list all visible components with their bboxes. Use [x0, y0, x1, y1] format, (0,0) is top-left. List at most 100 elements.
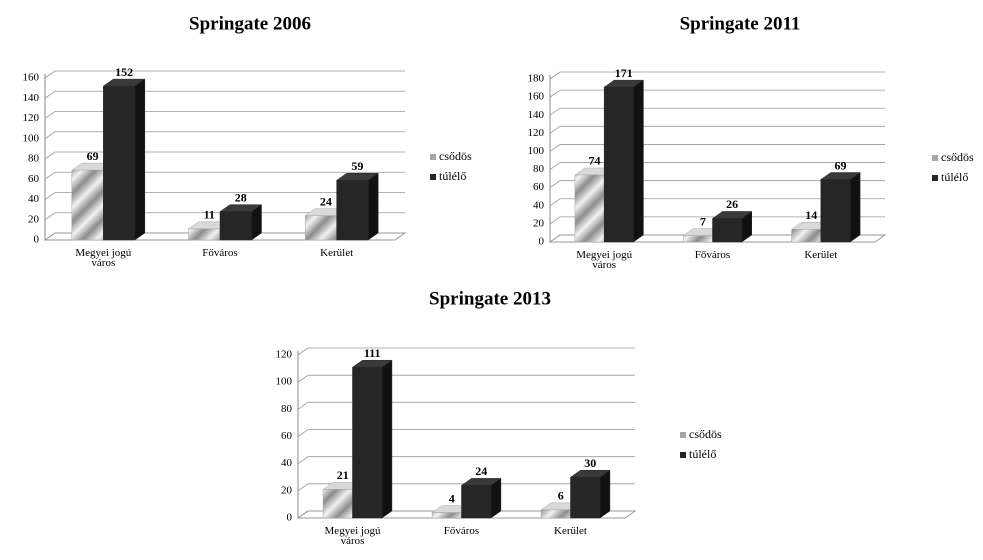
- y-tick-label: 20: [281, 484, 293, 496]
- grid-line: [549, 216, 885, 225]
- bar: [336, 180, 369, 241]
- data-label: 74: [589, 154, 601, 168]
- bar-side: [849, 172, 861, 243]
- x-tick-label: Főváros: [202, 247, 238, 259]
- data-label: 69: [87, 149, 99, 163]
- data-label: 30: [584, 456, 596, 470]
- data-label: 111: [364, 346, 381, 360]
- bar-side: [599, 469, 611, 519]
- x-tick-label: Megyei jogú város: [324, 525, 381, 547]
- bar: [574, 174, 605, 243]
- grid-line: [297, 347, 635, 356]
- y-tick-label: 140: [23, 92, 40, 104]
- data-label: 4: [449, 491, 455, 505]
- bar: [352, 366, 383, 519]
- grid-line: [549, 125, 885, 134]
- grid-line: [297, 510, 635, 519]
- data-label: 26: [726, 197, 738, 211]
- legend-label: túlélő: [941, 170, 968, 184]
- grid-line: [549, 162, 885, 170]
- y-tick-label: 100: [276, 376, 293, 388]
- x-tick-label: Megyei jogú város: [576, 249, 633, 271]
- y-tick-label: 20: [533, 217, 545, 229]
- grid-line: [44, 70, 405, 79]
- x-tick-label: Főváros: [694, 249, 731, 261]
- y-tick-label: 160: [528, 91, 545, 103]
- grid-line: [44, 212, 405, 221]
- data-label: 6: [558, 489, 564, 503]
- bar: [540, 509, 571, 519]
- y-tick-label: 40: [28, 193, 40, 205]
- bar: [219, 211, 252, 241]
- data-label: 24: [320, 194, 332, 208]
- data-label: 152: [115, 65, 133, 79]
- bar: [820, 179, 851, 243]
- bar: [712, 218, 742, 243]
- data-label: 24: [475, 464, 487, 478]
- y-tick-label: 120: [23, 112, 40, 124]
- legend-swatch: [932, 155, 938, 161]
- y-tick-label: 20: [28, 213, 40, 225]
- x-tick-label: Kerület: [320, 247, 354, 259]
- y-tick-label: 100: [23, 132, 40, 144]
- data-label: 69: [834, 158, 846, 172]
- legend-label: túlélő: [689, 447, 716, 461]
- legend-swatch: [680, 432, 686, 438]
- legend-swatch: [430, 154, 436, 160]
- chart-title: Springate 2006: [189, 13, 311, 34]
- bar-side: [633, 79, 644, 243]
- x-tick-label: Megyei jogú város: [75, 247, 132, 269]
- y-tick-label: 120: [528, 127, 545, 139]
- bar: [603, 86, 634, 243]
- grid-line: [549, 107, 885, 116]
- bar: [188, 228, 221, 241]
- y-tick-label: 80: [533, 163, 545, 175]
- y-tick-label: 40: [533, 199, 545, 211]
- y-tick-label: 0: [287, 512, 293, 524]
- grid-line: [549, 71, 885, 80]
- legend-swatch: [932, 175, 938, 181]
- chart-title: Springate 2011: [680, 13, 801, 34]
- bar-side: [381, 359, 393, 519]
- grid-line: [297, 374, 635, 383]
- data-label: 171: [615, 66, 633, 80]
- grid-line: [44, 232, 405, 241]
- y-tick-label: 140: [528, 109, 545, 121]
- y-tick-label: 80: [281, 403, 293, 415]
- y-tick-label: 120: [276, 349, 293, 361]
- grid-line: [44, 131, 405, 140]
- y-tick-label: 160: [23, 72, 40, 84]
- grid-line: [549, 198, 885, 207]
- x-tick-label: Főváros: [443, 525, 480, 537]
- data-label: 11: [204, 208, 215, 222]
- y-tick-label: 40: [281, 457, 293, 469]
- bar: [304, 215, 337, 241]
- y-tick-label: 100: [528, 145, 545, 157]
- grid-line: [297, 401, 635, 410]
- grid-line: [297, 429, 635, 437]
- bar: [431, 512, 462, 519]
- x-tick-label: Kerület: [554, 525, 587, 537]
- grid-line: [549, 180, 885, 188]
- grid-line: [44, 151, 405, 160]
- data-label: 14: [805, 208, 817, 222]
- bar-side: [134, 78, 146, 241]
- bar: [322, 489, 353, 519]
- legend-swatch: [430, 174, 436, 180]
- grid-line: [297, 483, 635, 492]
- data-label: 28: [235, 190, 247, 204]
- bar: [71, 169, 104, 241]
- bar: [683, 235, 713, 243]
- bar-side: [367, 172, 379, 241]
- y-tick-label: 60: [281, 430, 293, 442]
- data-label: 59: [351, 159, 363, 173]
- grid-line: [44, 111, 405, 119]
- grid-line: [44, 90, 405, 99]
- legend-label: túlélő: [439, 169, 466, 183]
- grid-line: [549, 234, 885, 243]
- legend-label: csődös: [439, 149, 472, 163]
- y-tick-label: 180: [528, 73, 545, 85]
- x-tick-label: Kerület: [804, 249, 838, 261]
